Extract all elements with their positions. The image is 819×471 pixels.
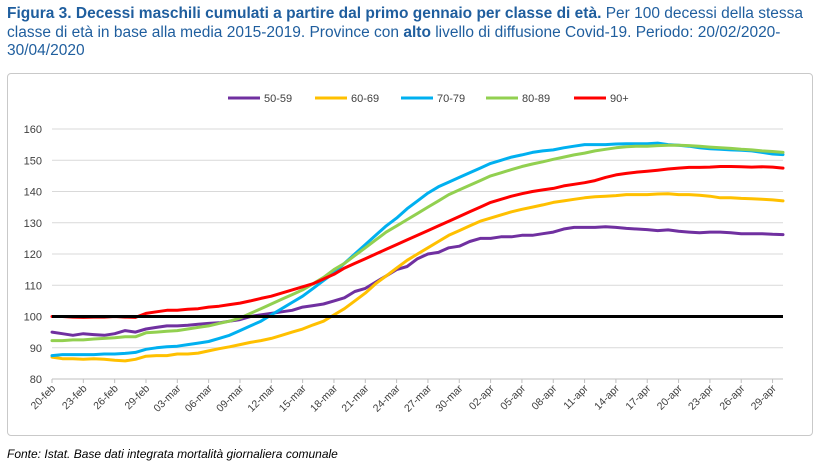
x-tick-label: 27-mar	[402, 382, 434, 414]
x-tick-label: 18-mar	[308, 382, 340, 414]
x-tick-label: 11-apr	[561, 382, 591, 412]
y-tick-label: 140	[24, 187, 42, 199]
y-tick-label: 110	[24, 280, 42, 292]
x-tick-label: 03-mar	[151, 382, 183, 414]
x-tick-label: 05-apr	[498, 382, 528, 412]
source-note: Fonte: Istat. Base dati integrata mortal…	[7, 447, 338, 461]
series-line-50-59	[50, 225, 785, 337]
x-tick-label: 23-apr	[686, 382, 716, 412]
legend-label-70-79: 70-79	[437, 93, 465, 105]
caption-text-2: livello di diffusione Covid-19. Periodo:…	[7, 23, 781, 60]
y-tick-label: 160	[24, 124, 42, 136]
x-tick-label: 23-feb	[60, 383, 90, 413]
x-tick-label: 08-apr	[529, 382, 559, 412]
x-tick-label: 12-mar	[245, 382, 277, 414]
x-tick-label: 17-apr	[623, 382, 653, 412]
series-line-90+	[50, 165, 785, 319]
y-tick-label: 150	[24, 155, 42, 167]
x-tick-label: 29-apr	[749, 382, 779, 412]
x-tick-label: 02-apr	[467, 382, 497, 412]
x-tick-label: 09-mar	[214, 382, 246, 414]
x-tick-label: 20-apr	[655, 382, 685, 412]
x-tick-label: 20-feb	[29, 383, 59, 413]
legend-label-90+: 90+	[610, 93, 629, 105]
series-line-60-69	[50, 192, 785, 363]
caption-bold-prefix: Figura 3. Decessi maschili cumulati a pa…	[7, 5, 602, 22]
y-tick-label: 90	[30, 343, 42, 355]
x-tick-label: 06-mar	[183, 382, 215, 414]
figure-caption: Figura 3. Decessi maschili cumulati a pa…	[7, 5, 815, 61]
series-line-80-89	[50, 143, 785, 343]
caption-text-1: Per 100 decessi della stessa classe di e…	[7, 5, 804, 41]
y-tick-label: 80	[30, 374, 42, 386]
chart-area: 80 90 100 110 120 130 140 150 160 20-feb 23-feb 26-…	[7, 73, 813, 436]
x-tick-label: 30-mar	[433, 382, 465, 414]
x-tick-label: 24-mar	[371, 382, 403, 414]
legend-label-50-59: 50-59	[264, 93, 292, 105]
y-tick-label: 120	[24, 249, 42, 261]
x-tick-label: 21-mar	[339, 382, 371, 414]
x-tick-label: 26-feb	[91, 383, 121, 413]
x-tick-label: 29-feb	[123, 383, 153, 413]
legend-label-80-89: 80-89	[522, 93, 550, 105]
y-tick-label: 100	[24, 312, 42, 324]
x-tick-label: 15-mar	[277, 382, 309, 414]
caption-bold-word: alto	[403, 23, 431, 41]
legend-label-60-69: 60-69	[351, 93, 379, 105]
x-tick-label: 14-apr	[592, 382, 622, 412]
x-tick-label: 26-apr	[717, 382, 747, 412]
y-tick-label: 130	[24, 218, 42, 230]
series-line-70-79	[50, 141, 785, 358]
